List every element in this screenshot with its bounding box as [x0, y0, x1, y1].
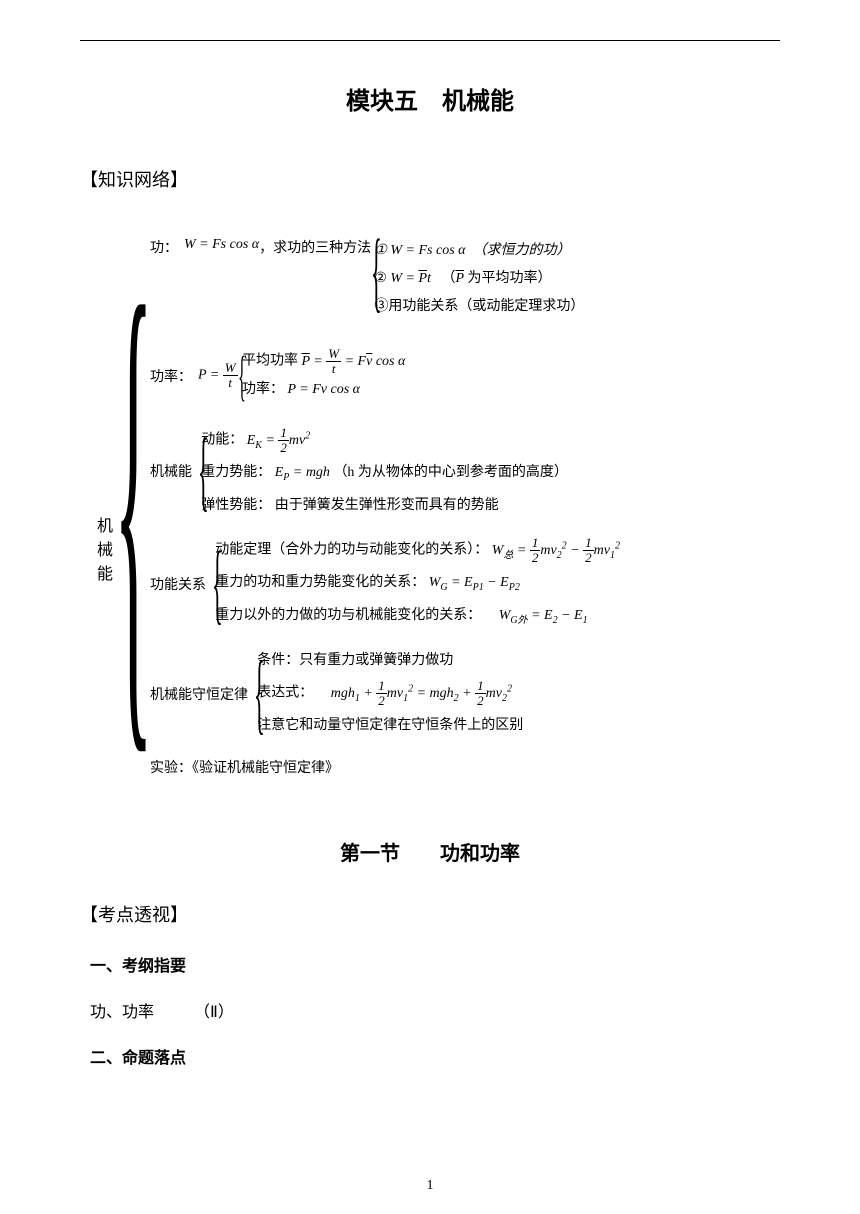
elastic-note: 由于弹簧发生弹性形变而具有的势能: [275, 498, 499, 513]
mech-label: 机械能: [150, 461, 192, 481]
work-label: 功：: [150, 237, 178, 257]
experiment-label: 实验：《验证机械能守恒定律》: [150, 757, 339, 777]
power-avg-label: 平均功率: [242, 354, 302, 369]
power-inst-formula: P = Fv cos α: [288, 382, 361, 397]
r3-label: 重力以外的力做的功与机械能变化的关系：: [215, 608, 481, 623]
section-2-title: 第一节 功和功率: [80, 837, 780, 866]
work-formula: W = Fs cos α: [184, 237, 259, 253]
r1-label: 动能定理（合外力的功与动能变化的关系）：: [215, 543, 488, 558]
conservation-label: 机械能守恒定律: [150, 684, 248, 704]
pe-label: 重力势能：: [201, 465, 271, 480]
pe-note: （h 为从物体的中心到参考面的高度）: [333, 465, 568, 480]
page-number: 1: [0, 1178, 860, 1194]
knowledge-network-diagram: 机械能 { 功： W = Fs cos α ，求功的三种方法 { ① W = F…: [90, 217, 780, 797]
root-label: 机械能: [90, 517, 114, 589]
topics-heading: 二、命题落点: [90, 1044, 780, 1068]
page-title: 模块五 机械能: [80, 81, 780, 116]
syllabus-heading: 一、考纲指要: [90, 952, 780, 976]
branch-work: 功： W = Fs cos α ，求功的三种方法 { ① W = Fs cos …: [150, 237, 584, 321]
r2-formula: WG = EP1 − EP2: [429, 575, 520, 590]
mech-sub: 动能： EK = 12mv2 重力势能： EP = mgh （h 为从物体的中心…: [201, 422, 568, 520]
power-sub: 平均功率 P = Wt = Fv cos α 功率： P = Fv cos α: [242, 347, 405, 404]
branch-power: 功率： P = Wt { 平均功率 P = Wt = Fv cos α 功率： …: [150, 347, 405, 404]
work-method-1: ① W = Fs cos α （求恒力的功）: [374, 243, 570, 258]
horizontal-rule: [80, 40, 780, 41]
power-avg-formula: P = Wt = Fv cos α: [302, 354, 406, 369]
work-methods: ① W = Fs cos α （求恒力的功） ② W = Pt （P 为平均功率…: [374, 237, 584, 321]
branch-conservation: 机械能守恒定律 { 条件：只有重力或弹簧弹力做功 表达式： mgh1 + 12m…: [150, 647, 523, 740]
work-methods-intro: ，求功的三种方法: [259, 237, 371, 257]
section-2-header: 【考点透视】: [80, 901, 780, 927]
work-method-2-formula: W = Pt: [390, 271, 431, 286]
c3: 注意它和动量守恒定律在守恒条件上的区别: [257, 712, 523, 740]
brace-icon: {: [254, 659, 265, 729]
elastic-label: 弹性势能：: [201, 498, 271, 513]
syllabus-item: 功、功率 （Ⅱ）: [90, 998, 780, 1022]
main-brace: {: [114, 227, 153, 767]
power-label: 功率：: [150, 366, 192, 386]
brace-icon: {: [198, 436, 209, 506]
ke-formula: EK = 12mv2: [247, 433, 311, 448]
brace-icon: {: [238, 353, 246, 398]
c1: 条件：只有重力或弹簧弹力做功: [257, 647, 523, 675]
c2-label: 表达式：: [257, 686, 313, 701]
power-inst-label: 功率：: [242, 382, 284, 397]
conservation-sub: 条件：只有重力或弹簧弹力做功 表达式： mgh1 + 12mv12 = mgh2…: [257, 647, 523, 740]
relation-sub: 动能定理（合外力的功与动能变化的关系）： W总 = 12mv22 − 12mv1…: [215, 532, 620, 635]
r1-formula: W总 = 12mv22 − 12mv12: [492, 543, 620, 558]
branch-experiment: 实验：《验证机械能守恒定律》: [150, 757, 339, 777]
c2-formula: mgh1 + 12mv12 = mgh2 + 12mv22: [317, 686, 512, 701]
branch-relation: 功能关系 { 动能定理（合外力的功与动能变化的关系）： W总 = 12mv22 …: [150, 532, 620, 635]
section-knowledge-header: 【知识网络】: [80, 166, 780, 192]
r3-formula: WG外 = E2 − E1: [485, 608, 588, 623]
brace-icon: {: [371, 237, 382, 307]
work-method-2-note: （P 为平均功率）: [434, 271, 551, 286]
relation-label: 功能关系: [150, 574, 206, 594]
brace-icon: {: [212, 549, 223, 619]
pe-formula: EP = mgh: [275, 465, 330, 480]
power-main: P = Wt: [198, 361, 238, 390]
r2-label: 重力的功和重力势能变化的关系：: [215, 575, 425, 590]
branch-mech-energy: 机械能 { 动能： EK = 12mv2 重力势能： EP = mgh （h 为…: [150, 422, 568, 520]
work-method-3: ③用功能关系（或动能定理求功）: [374, 293, 584, 321]
